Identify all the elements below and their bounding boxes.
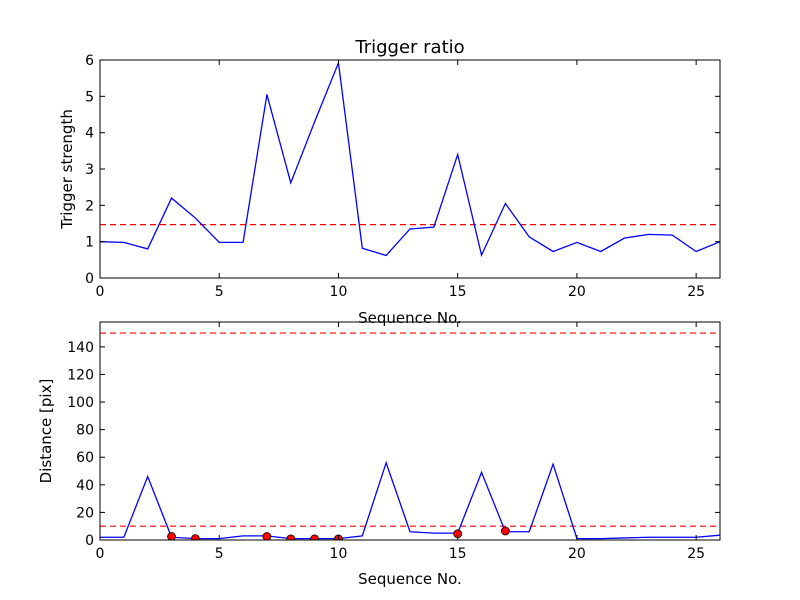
- y-tick-label: 6: [85, 53, 94, 69]
- y-tick-label: 20: [76, 505, 94, 521]
- y-tick-label: 1: [85, 235, 94, 251]
- y-tick-label: 2: [85, 198, 94, 214]
- x-tick-label: 15: [449, 284, 467, 300]
- y-tick-label: 140: [67, 340, 94, 356]
- y-tick-label: 0: [85, 533, 94, 549]
- data-point: [190, 534, 200, 540]
- y-axis-label: Distance [pix]: [37, 379, 55, 484]
- distance-plot: Distance [pix] Sequence No. 0 5 10 15 20 25 0 2…: [37, 321, 721, 588]
- y-tick-label: 0: [85, 271, 94, 287]
- x-tick-label: 25: [687, 284, 705, 300]
- data-point: [310, 534, 320, 540]
- x-tick-label: 10: [330, 284, 348, 300]
- plot-area: [100, 332, 720, 540]
- y-axis-label: Trigger strength: [58, 109, 76, 230]
- y-tick-label: 120: [67, 367, 94, 383]
- plot-area: [100, 60, 720, 258]
- chart-title: Trigger ratio: [354, 37, 464, 58]
- x-tick-label: 5: [215, 546, 224, 562]
- x-tick-label: 5: [215, 284, 224, 300]
- x-axis-label: Sequence No.: [358, 309, 462, 327]
- x-tick-label: 20: [568, 546, 586, 562]
- y-tick-label: 4: [85, 126, 94, 142]
- y-tick-label: 40: [76, 478, 94, 494]
- trigger-ratio-plot: Trigger ratio Trigger strength Sequence …: [58, 37, 721, 327]
- data-point: [167, 532, 176, 540]
- y-tick-label: 5: [85, 89, 94, 105]
- y-tick-label: 80: [76, 423, 94, 439]
- data-point: [500, 526, 510, 536]
- x-tick-label: 0: [96, 284, 105, 300]
- series-line: [100, 60, 720, 258]
- axes-frame: [99, 59, 721, 279]
- y-tick-label: 3: [85, 162, 94, 178]
- x-axis-label: Sequence No.: [358, 570, 462, 588]
- series-line: [100, 460, 720, 540]
- x-tick-label: 20: [568, 284, 586, 300]
- axes-frame: [99, 321, 721, 541]
- data-point: [286, 534, 296, 540]
- x-tick-label: 0: [96, 546, 105, 562]
- data-point: [262, 532, 272, 540]
- x-tick-label: 25: [687, 546, 705, 562]
- y-tick-label: 60: [76, 450, 94, 466]
- y-tick-label: 100: [67, 395, 94, 411]
- x-tick-label: 10: [330, 546, 348, 562]
- x-tick-label: 15: [449, 546, 467, 562]
